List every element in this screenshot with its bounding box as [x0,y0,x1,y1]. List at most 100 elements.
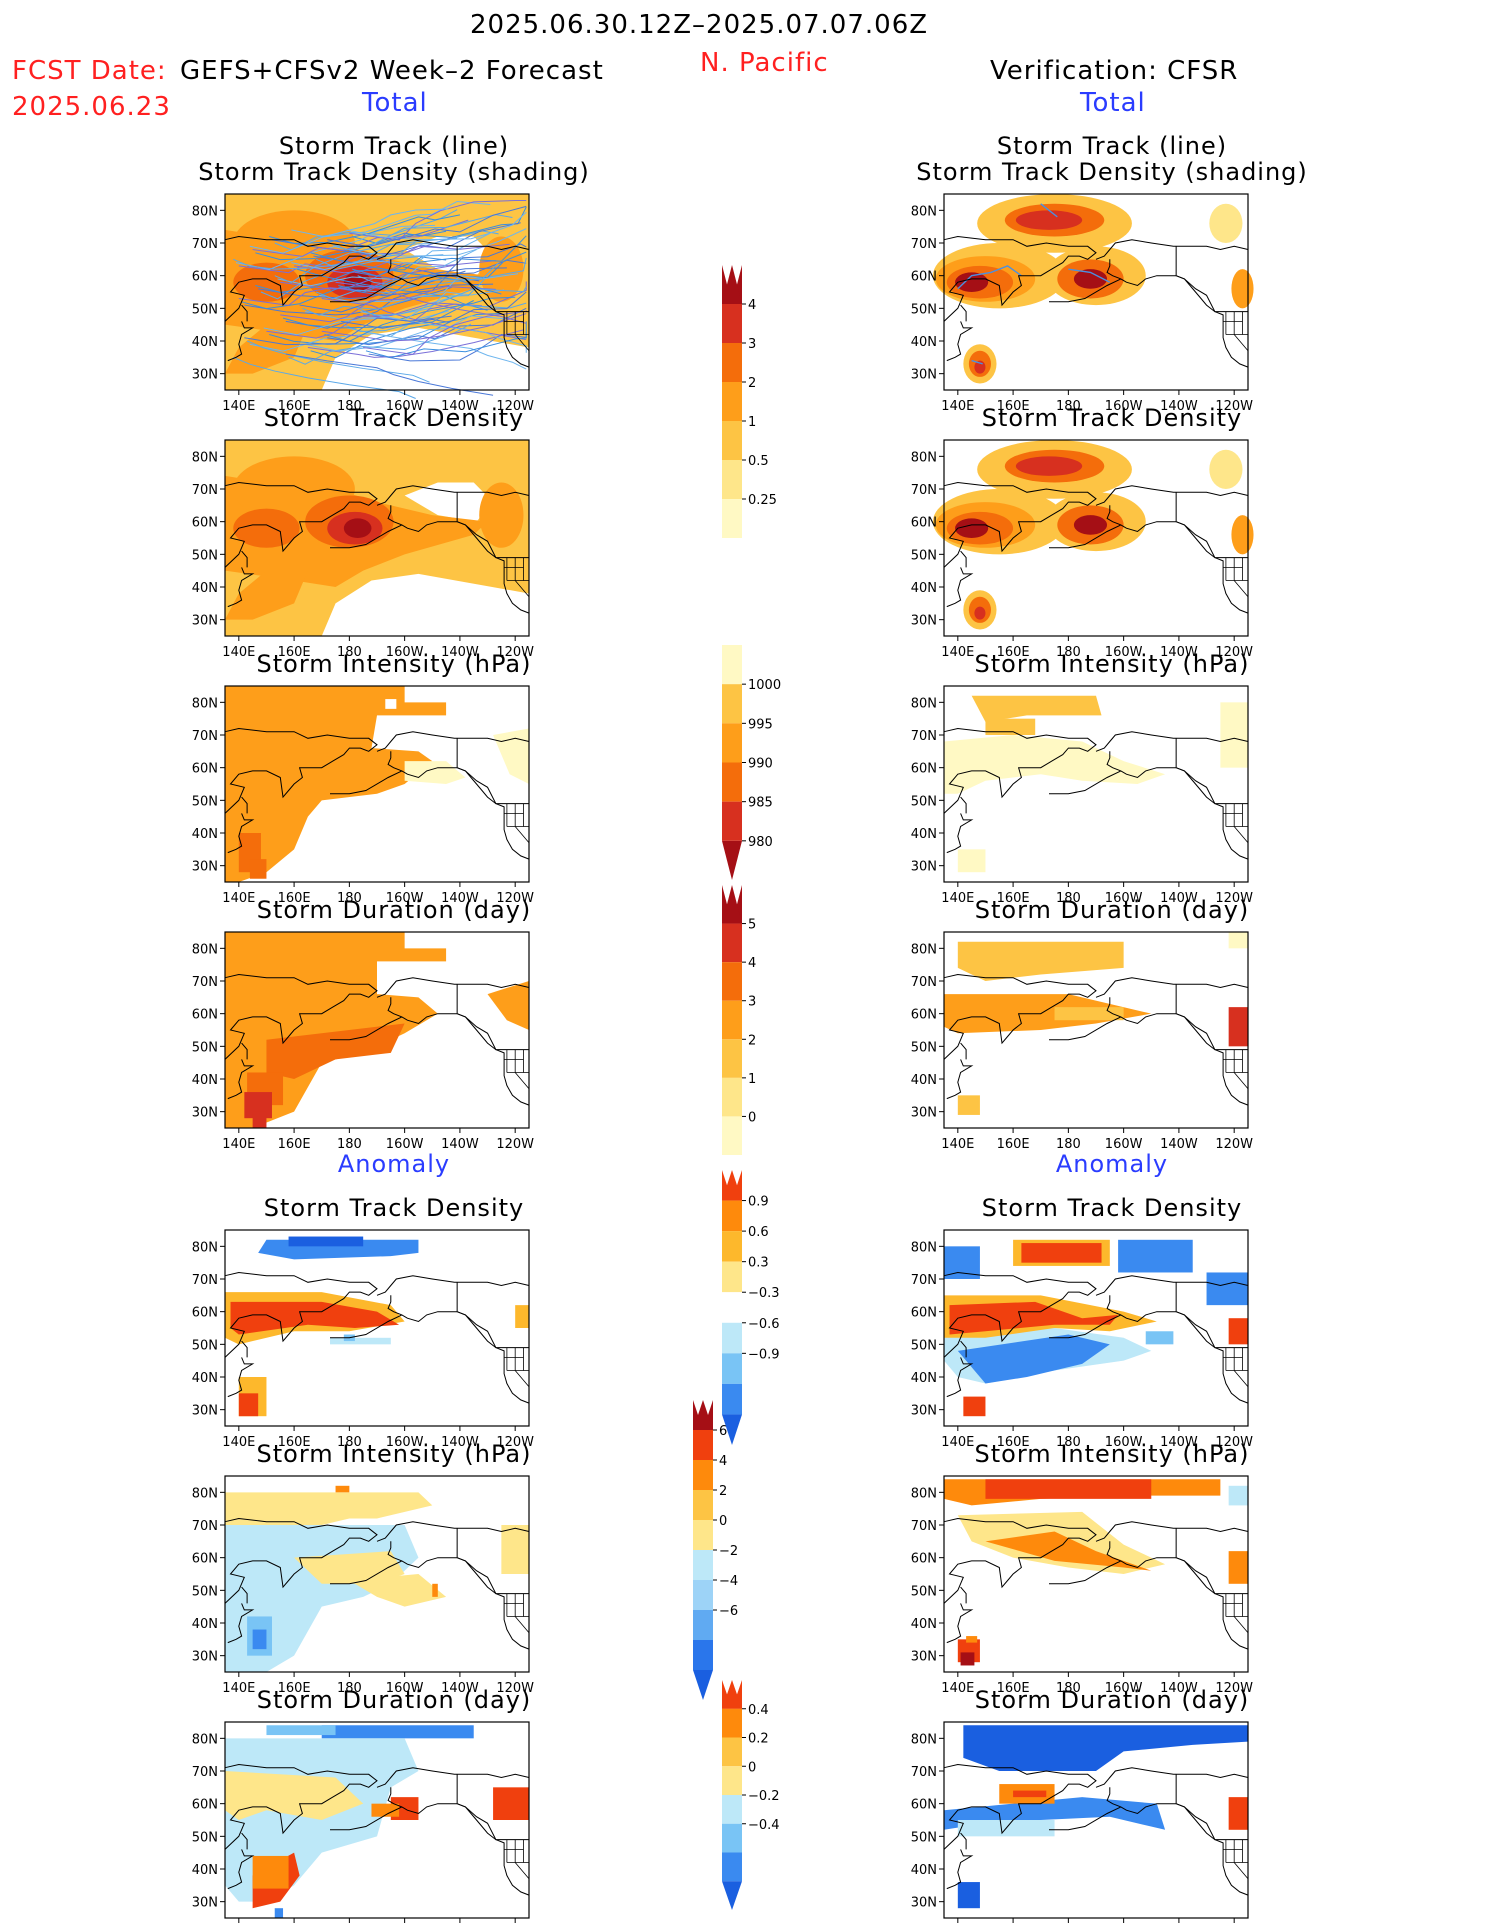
lon-tick-label: 160E [278,1137,311,1152]
lon-tick-label: 120W [496,891,534,906]
colorbar-label: −0.3 [748,1286,780,1301]
lon-tick-label: 180 [1056,1137,1081,1152]
grid-cell [1206,1272,1248,1306]
shaded-region [957,941,1124,981]
colorbar-segment [722,343,742,382]
shaded-region [971,695,1102,722]
lon-tick-label: 140W [441,891,479,906]
shaded-region [225,570,308,620]
grid-cell [321,1725,474,1739]
colorbar-segment [722,1766,742,1795]
lat-tick-label: 80N [911,1486,937,1501]
lon-tick-label: 120W [1215,1137,1253,1152]
map-frame [224,1229,530,1427]
coastline [943,727,1249,860]
colorbar-label: 995 [748,717,773,732]
anomaly-right-label: Anomaly [1055,1150,1169,1178]
anomaly-left-label: Anomaly [337,1150,451,1178]
grid-cell [957,1882,980,1909]
shaded-region [949,1301,1119,1335]
panel-title: Storm Track Density [981,1194,1243,1222]
colorbar-label: 4 [748,298,756,313]
colorbar-segment [693,1580,713,1610]
density-blob [1231,269,1254,309]
lat-tick-label: 70N [192,729,218,744]
lat-tick-label: 80N [911,204,937,219]
coastline [224,1271,530,1404]
lat-tick-label: 30N [192,614,218,629]
region-title: N. Pacific [700,48,829,78]
grid-cell [1013,1790,1047,1798]
lon-tick-label: 140E [222,399,255,414]
panel-title: Storm Track Density [263,404,525,432]
map-frame [224,931,530,1129]
panel-title: Storm Track Density (shading) [198,158,590,186]
lat-tick-label: 30N [911,860,937,875]
lat-tick-label: 30N [192,1106,218,1121]
panel-title: Storm Duration (day) [974,1686,1250,1714]
colorbar-segment [722,1261,742,1293]
lon-tick-label: 140E [222,1435,255,1450]
grid-cell [1228,1318,1248,1345]
lon-tick-label: 140W [1160,1137,1198,1152]
lat-tick-label: 50N [192,1830,218,1845]
grid-cell [252,1111,267,1128]
colorbar-label: 4 [719,1454,727,1469]
colorbar-segment [722,1708,742,1738]
shaded-region [321,573,529,636]
lat-tick-label: 70N [911,1519,937,1534]
density-blob [1015,210,1083,230]
lat-tick-label: 60N [192,1008,218,1023]
lat-tick-label: 70N [192,483,218,498]
lon-tick-label: 180 [337,1435,362,1450]
lat-tick-label: 40N [192,1371,218,1386]
lat-tick-label: 40N [911,1863,937,1878]
lon-tick-label: 140W [1160,645,1198,660]
density-blob [1073,515,1108,535]
colorbar-label: −0.4 [748,1818,780,1833]
colorbar-segment [693,1520,713,1550]
lon-tick-label: 140E [941,1435,974,1450]
lat-tick-label: 70N [192,1765,218,1780]
lon-tick-label: 160W [386,645,424,660]
lon-tick-label: 120W [496,1137,534,1152]
colorbar-label: 4 [748,956,756,971]
lat-tick-label: 80N [911,1240,937,1255]
lat-tick-label: 80N [911,1732,937,1747]
lat-tick-label: 50N [192,1040,218,1055]
colorbar-segment [693,1550,713,1580]
lon-tick-label: 140W [1160,891,1198,906]
lon-tick-label: 160E [278,1435,311,1450]
lon-tick-label: 180 [1056,1681,1081,1696]
lon-tick-label: 180 [1056,645,1081,660]
colorbar-total-duration: 5 4 3 2 1 0 [722,885,756,1155]
colorbar-tip [722,1170,742,1201]
density-blob [1209,203,1243,243]
colorbar-total-intensity: 1000 995 990 985 980 [722,645,781,880]
lat-tick-label: 70N [911,1765,937,1780]
lat-tick-label: 60N [192,762,218,777]
shaded-region [487,981,529,1030]
fcst-model: GEFS+CFSv2 Week–2 Forecast [180,56,604,86]
lon-tick-label: 160E [997,1137,1030,1152]
density-blob [479,236,524,302]
colorbar-tip [722,265,742,304]
map-frame [943,1229,1249,1427]
lon-tick-label: 140W [441,1435,479,1450]
grid-cell [501,1525,529,1574]
density-blob [233,508,300,548]
colorbar-segment [722,1795,742,1824]
grid-cell [1021,1243,1102,1263]
lat-tick-label: 70N [911,975,937,990]
map-frame [943,439,1249,637]
lon-tick-label: 140W [441,1681,479,1696]
lat-tick-label: 80N [911,450,937,465]
grid-cell [957,1095,980,1115]
colorbar-segment [722,382,742,421]
lon-tick-label: 160W [1105,1435,1143,1450]
colorbar-tip [693,1400,713,1430]
map-frame [943,1721,1249,1919]
grid-cell [249,859,267,879]
density-blob [955,518,989,538]
coastline [943,1763,1249,1896]
